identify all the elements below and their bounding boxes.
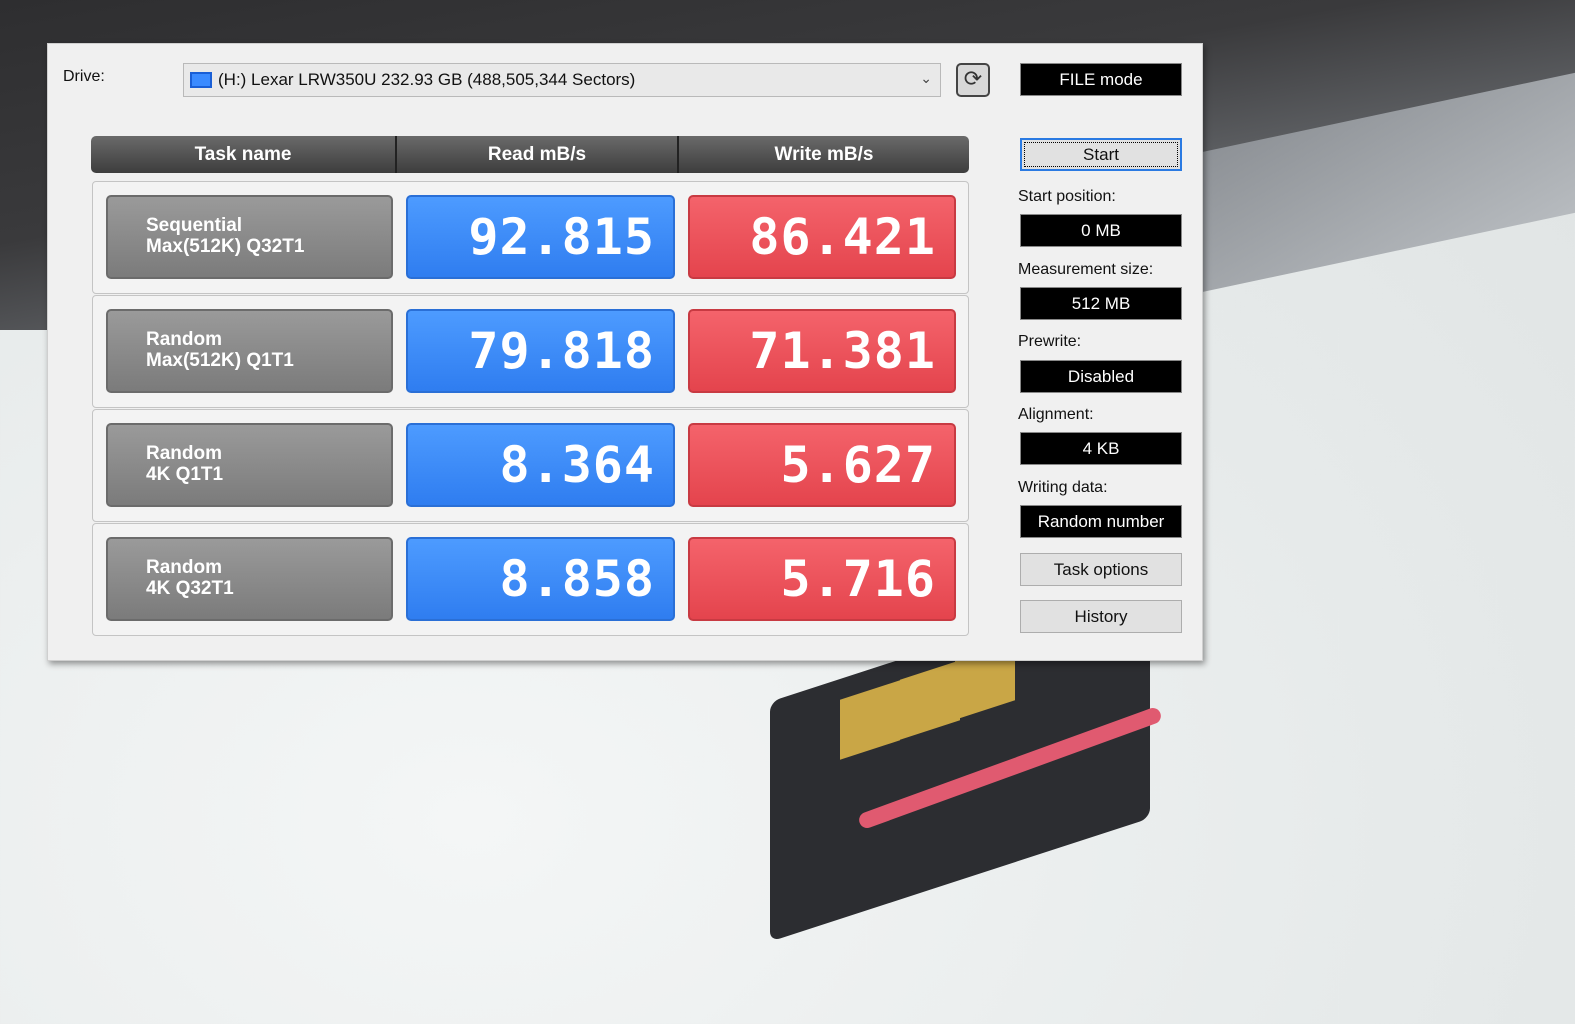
task-params: 4K Q32T1: [146, 578, 234, 599]
table-header: Task name Read mB/s Write mB/s: [91, 136, 969, 173]
start-button[interactable]: Start: [1020, 138, 1182, 171]
write-value: 86.421: [688, 195, 956, 279]
prewrite-field[interactable]: Disabled: [1020, 360, 1182, 393]
measurement-size-label: Measurement size:: [1018, 261, 1154, 278]
task-button[interactable]: Random 4K Q32T1: [106, 537, 393, 621]
read-value: 8.364: [406, 423, 675, 507]
drive-value: (H:) Lexar LRW350U 232.93 GB (488,505,34…: [218, 70, 636, 89]
task-params: Max(512K) Q1T1: [146, 350, 294, 371]
start-position-field[interactable]: 0 MB: [1020, 214, 1182, 247]
alignment-field[interactable]: 4 KB: [1020, 432, 1182, 465]
task-button[interactable]: Random 4K Q1T1: [106, 423, 393, 507]
drive-icon: [190, 72, 212, 88]
column-read: Read mB/s: [397, 136, 679, 173]
read-value: 8.858: [406, 537, 675, 621]
task-options-button[interactable]: Task options: [1020, 553, 1182, 586]
task-name: Random: [146, 557, 222, 578]
write-value: 71.381: [688, 309, 956, 393]
read-value: 92.815: [406, 195, 675, 279]
alignment-label: Alignment:: [1018, 406, 1094, 423]
result-row: Sequential Max(512K) Q32T1 92.815 86.421: [92, 181, 969, 294]
measurement-size-field[interactable]: 512 MB: [1020, 287, 1182, 320]
column-task-name: Task name: [91, 136, 397, 173]
writing-data-field[interactable]: Random number: [1020, 505, 1182, 538]
task-button[interactable]: Random Max(512K) Q1T1: [106, 309, 393, 393]
drive-label: Drive:: [63, 68, 105, 85]
write-value: 5.627: [688, 423, 956, 507]
writing-data-label: Writing data:: [1018, 479, 1108, 496]
benchmark-window: Drive: (H:) Lexar LRW350U 232.93 GB (488…: [47, 43, 1203, 661]
task-params: 4K Q1T1: [146, 464, 224, 485]
prewrite-label: Prewrite:: [1018, 333, 1082, 350]
result-row: Random 4K Q1T1 8.364 5.627: [92, 409, 969, 522]
task-name: Sequential: [146, 215, 243, 236]
history-button[interactable]: History: [1020, 600, 1182, 633]
result-row: Random Max(512K) Q1T1 79.818 71.381: [92, 295, 969, 408]
write-value: 5.716: [688, 537, 956, 621]
column-write: Write mB/s: [774, 143, 874, 165]
task-name: Random: [146, 443, 222, 464]
refresh-icon: ⟳: [963, 66, 983, 91]
task-params: Max(512K) Q32T1: [146, 236, 305, 257]
read-value: 79.818: [406, 309, 675, 393]
task-button[interactable]: Sequential Max(512K) Q32T1: [106, 195, 393, 279]
mode-button[interactable]: FILE mode: [1020, 63, 1182, 96]
start-position-label: Start position:: [1018, 188, 1116, 205]
drive-select[interactable]: (H:) Lexar LRW350U 232.93 GB (488,505,34…: [183, 63, 941, 97]
task-name: Random: [146, 329, 222, 350]
chevron-down-icon: ⌄: [920, 70, 932, 86]
refresh-button[interactable]: ⟳: [956, 63, 990, 97]
result-row: Random 4K Q32T1 8.858 5.716: [92, 523, 969, 636]
